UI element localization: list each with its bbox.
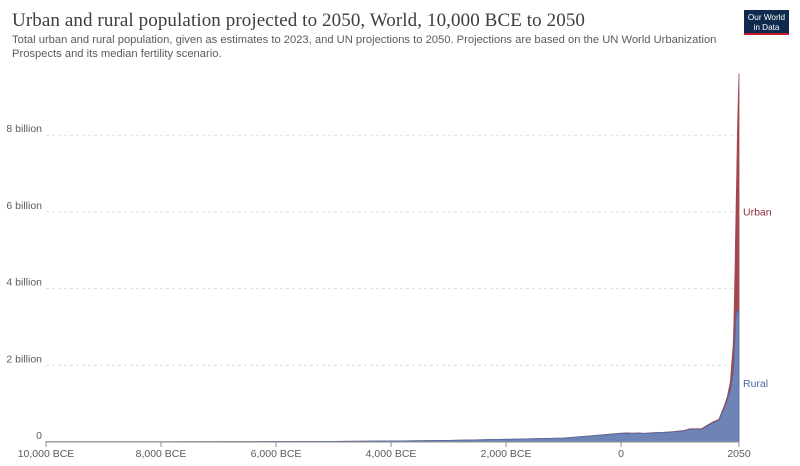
y-tick-label: 6 billion [6, 200, 42, 212]
x-tick-label: 2,000 BCE [481, 448, 532, 460]
series-area-rural [45, 309, 740, 443]
chart-title: Urban and rural population projected to … [12, 10, 586, 31]
y-tick-label: 8 billion [6, 123, 42, 135]
x-tick-label: 10,000 BCE [18, 448, 75, 460]
series-label-rural: Rural [743, 378, 768, 390]
chart-subtitle: Total urban and rural population, given … [12, 34, 717, 60]
x-tick-label: 8,000 BCE [136, 448, 187, 460]
logo-line-2: in Data [753, 22, 780, 32]
y-tick-label: 0 [36, 430, 42, 442]
x-tick-label: 6,000 BCE [251, 448, 302, 460]
x-tick-label: 2050 [727, 448, 751, 460]
series-label-urban: Urban [743, 207, 772, 219]
x-tick-label: 0 [618, 448, 624, 460]
series-area-urban [45, 73, 740, 443]
y-tick-label: 4 billion [6, 277, 42, 289]
owid-logo[interactable]: Our World in Data [744, 10, 789, 35]
x-tick-label: 4,000 BCE [366, 448, 417, 460]
logo-line-1: Our World [747, 13, 786, 22]
y-tick-label: 2 billion [6, 353, 42, 365]
